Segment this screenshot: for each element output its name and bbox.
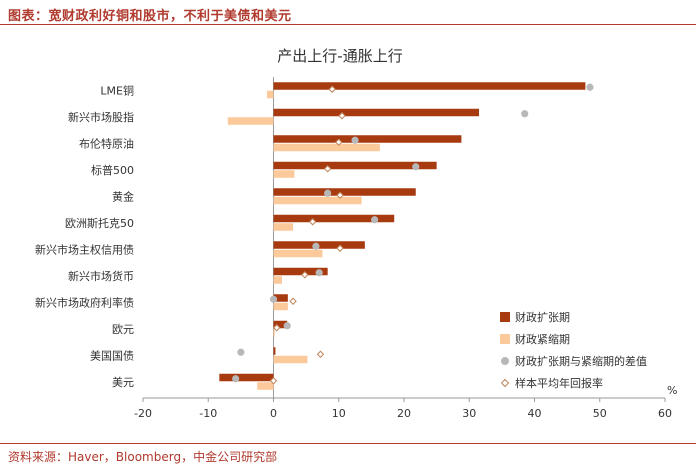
bar-expansion bbox=[273, 82, 586, 90]
x-tick-label: 10 bbox=[332, 407, 346, 420]
bar-contraction bbox=[273, 196, 362, 205]
point-average bbox=[316, 350, 325, 358]
bar-contraction bbox=[273, 302, 288, 311]
point-average bbox=[336, 191, 344, 199]
point-difference bbox=[324, 189, 332, 197]
legend-swatch bbox=[500, 378, 510, 388]
category-label: 欧元 bbox=[112, 323, 134, 336]
legend-label: 财政紧缩期 bbox=[515, 332, 570, 346]
category-label: 欧洲斯托克50 bbox=[65, 216, 134, 230]
bar-expansion bbox=[273, 108, 480, 117]
category-label: 黄金 bbox=[112, 189, 134, 203]
category-label: 新兴市场股指 bbox=[68, 110, 134, 124]
x-tick-label: -10 bbox=[199, 407, 217, 420]
point-difference bbox=[283, 322, 291, 330]
point-difference bbox=[521, 110, 529, 118]
category-label: LME铜 bbox=[100, 83, 134, 97]
bar-contraction bbox=[273, 355, 308, 364]
point-average bbox=[273, 324, 281, 332]
bar-contraction bbox=[273, 276, 282, 284]
figure-header: 图表：宽财政利好铜和股市，不利于美债和美元 bbox=[8, 9, 292, 24]
point-difference bbox=[586, 83, 594, 91]
point-average bbox=[323, 165, 332, 173]
legend-label: 样本平均年回报率 bbox=[515, 376, 603, 390]
bar-contraction bbox=[273, 223, 294, 231]
point-difference bbox=[232, 375, 240, 383]
point-difference bbox=[412, 163, 420, 171]
point-average bbox=[289, 297, 297, 305]
x-tick-label: 40 bbox=[528, 407, 542, 420]
point-difference bbox=[371, 216, 379, 224]
chart: 产出上行-通胀上行 -20 -10 0 10 20 30 40 50 60% LME铜新兴市场股指… bbox=[35, 47, 677, 420]
x-tick-label: 30 bbox=[462, 407, 476, 420]
bar-expansion bbox=[273, 347, 276, 355]
point-difference bbox=[351, 136, 359, 144]
bar-contraction bbox=[266, 90, 274, 99]
plot-area: -20 -10 0 10 20 30 40 50 60% LME铜新兴市场股指布伦特原油标普500… bbox=[35, 77, 677, 420]
bar-contraction bbox=[273, 143, 380, 152]
point-average bbox=[335, 138, 343, 146]
footer-divider bbox=[0, 443, 696, 444]
point-average bbox=[336, 244, 344, 252]
x-tick-label: 0 bbox=[270, 407, 277, 420]
bar-expansion bbox=[273, 188, 416, 196]
category-label: 新兴市场主权信用债 bbox=[35, 242, 134, 256]
category-label: 布伦特原油 bbox=[79, 136, 134, 150]
point-average bbox=[308, 218, 317, 226]
x-tick-label: 60 bbox=[658, 407, 672, 420]
point-average bbox=[301, 271, 309, 279]
point-average bbox=[269, 377, 278, 385]
point-difference bbox=[315, 269, 323, 277]
x-axis-unit: % bbox=[667, 384, 677, 397]
point-average bbox=[338, 112, 346, 120]
source-note: 资料来源：Haver，Bloomberg，中金公司研究部 bbox=[8, 450, 278, 464]
point-difference bbox=[312, 242, 320, 250]
legend-label: 财政扩张期 bbox=[515, 310, 570, 324]
category-label: 新兴市场货币 bbox=[68, 269, 134, 283]
legend-swatch bbox=[500, 312, 510, 322]
bar-expansion bbox=[273, 294, 288, 302]
bar-expansion bbox=[273, 161, 437, 170]
point-difference bbox=[269, 295, 278, 303]
x-tick-label: 50 bbox=[593, 407, 607, 420]
bar-expansion bbox=[273, 214, 395, 223]
bar-expansion bbox=[219, 373, 274, 382]
x-tick-label: -20 bbox=[134, 407, 152, 420]
bar-expansion bbox=[273, 267, 328, 276]
bar-contraction bbox=[257, 382, 274, 390]
x-tick-label: 20 bbox=[397, 407, 411, 420]
category-label: 标普500 bbox=[91, 163, 134, 177]
chart-title: 产出上行-通胀上行 bbox=[277, 47, 402, 65]
bar-contraction bbox=[227, 117, 274, 125]
point-average bbox=[328, 85, 336, 93]
point-difference bbox=[237, 348, 245, 356]
bar-contraction bbox=[273, 170, 295, 178]
legend-swatch bbox=[500, 334, 510, 344]
bar-expansion bbox=[273, 320, 288, 329]
bar-contraction bbox=[273, 329, 275, 337]
bar-contraction bbox=[273, 249, 323, 258]
category-label: 美国国债 bbox=[90, 348, 134, 362]
bar-expansion bbox=[273, 135, 462, 143]
header-divider bbox=[0, 24, 696, 25]
category-label: 新兴市场政府利率债 bbox=[35, 295, 134, 309]
legend-swatch bbox=[501, 357, 509, 365]
legend-label: 财政扩张期与紧缩期的差值 bbox=[515, 354, 647, 368]
category-label: 美元 bbox=[112, 376, 134, 389]
